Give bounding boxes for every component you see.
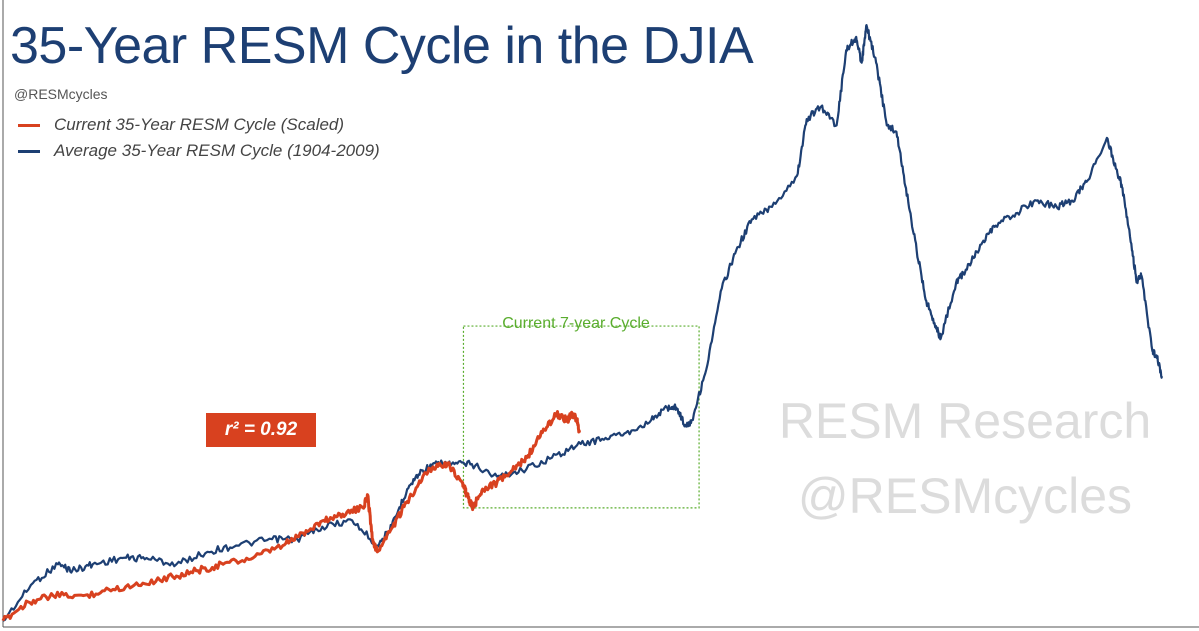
current-7-year-cycle-label: Current 7-year Cycle xyxy=(502,315,650,332)
watermark-line-2: @RESMcycles xyxy=(797,468,1133,524)
series-line-average-cycle xyxy=(2,24,1163,622)
current-7-year-cycle-box xyxy=(462,325,700,509)
legend-item-current-cycle: Current 35-Year RESM Cycle (Scaled) xyxy=(18,112,380,138)
chart-title: 35-Year RESM Cycle in the DJIA xyxy=(10,17,754,75)
legend-label-average: Average 35-Year RESM Cycle (1904-2009) xyxy=(54,141,380,160)
watermark-line-1: RESM Research xyxy=(778,393,1152,449)
legend-label-current: Current 35-Year RESM Cycle (Scaled) xyxy=(54,115,345,134)
legend-swatch-average xyxy=(18,149,40,153)
r-squared-badge: r² = 0.92 xyxy=(206,413,316,447)
legend-item-average-cycle: Average 35-Year RESM Cycle (1904-2009) xyxy=(18,138,380,164)
author-handle: @RESMcycles xyxy=(14,86,108,102)
legend: Current 35-Year RESM Cycle (Scaled) Aver… xyxy=(18,112,380,164)
series-line-current-cycle xyxy=(1,410,581,622)
series-layer xyxy=(1,24,1163,622)
legend-swatch-current xyxy=(18,123,40,127)
